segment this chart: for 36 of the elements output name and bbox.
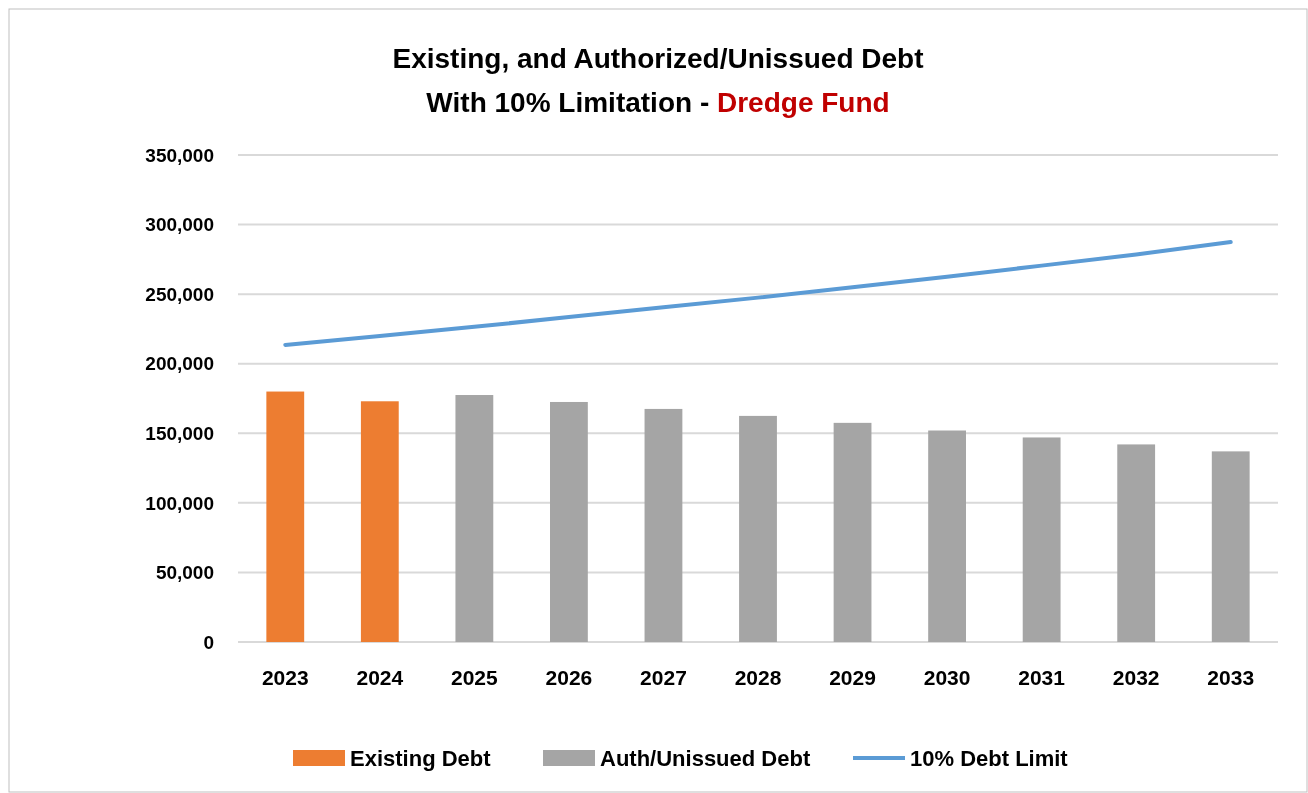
- bar: [455, 395, 494, 642]
- x-tick-label: 2033: [1207, 666, 1255, 689]
- x-tick-label: 2029: [829, 666, 876, 689]
- bar: [833, 422, 872, 642]
- x-tick-label: 2031: [1018, 666, 1066, 689]
- y-tick-label: 150,000: [145, 422, 214, 444]
- chart-title: Existing, and Authorized/Unissued Debt: [392, 43, 924, 74]
- bar: [360, 401, 399, 642]
- y-tick-label: 350,000: [145, 144, 214, 166]
- legend-label: 10% Debt Limit: [910, 745, 1069, 771]
- x-tick-label: 2030: [923, 666, 971, 689]
- x-tick-label: 2026: [545, 666, 593, 689]
- bar: [1211, 451, 1250, 642]
- x-tick-label: 2027: [640, 666, 687, 689]
- bar: [1022, 437, 1061, 642]
- y-tick-label: 300,000: [145, 214, 214, 236]
- x-tick-label: 2025: [451, 666, 499, 689]
- x-tick-label: 2032: [1112, 666, 1160, 689]
- bar: [644, 408, 683, 642]
- legend-label: Existing Debt: [350, 745, 492, 771]
- y-tick-label: 0: [203, 631, 214, 653]
- x-tick-label: 2024: [356, 666, 404, 689]
- y-tick-label: 250,000: [145, 283, 214, 305]
- x-tick-label: 2023: [261, 666, 309, 689]
- x-tick-label: 2028: [734, 666, 782, 689]
- bar: [1117, 444, 1156, 642]
- bar: [928, 430, 966, 642]
- bar: [739, 415, 777, 642]
- y-tick-label: 200,000: [145, 353, 214, 375]
- legend-label: Auth/Unissued Debt: [600, 745, 811, 771]
- bar: [550, 401, 588, 642]
- chart-subtitle: With 10% Limitation - Dredge Fund: [426, 87, 890, 118]
- line-series: [283, 239, 1233, 347]
- bar: [266, 391, 305, 642]
- y-tick-label: 50,000: [155, 562, 214, 584]
- y-tick-label: 100,000: [145, 492, 214, 514]
